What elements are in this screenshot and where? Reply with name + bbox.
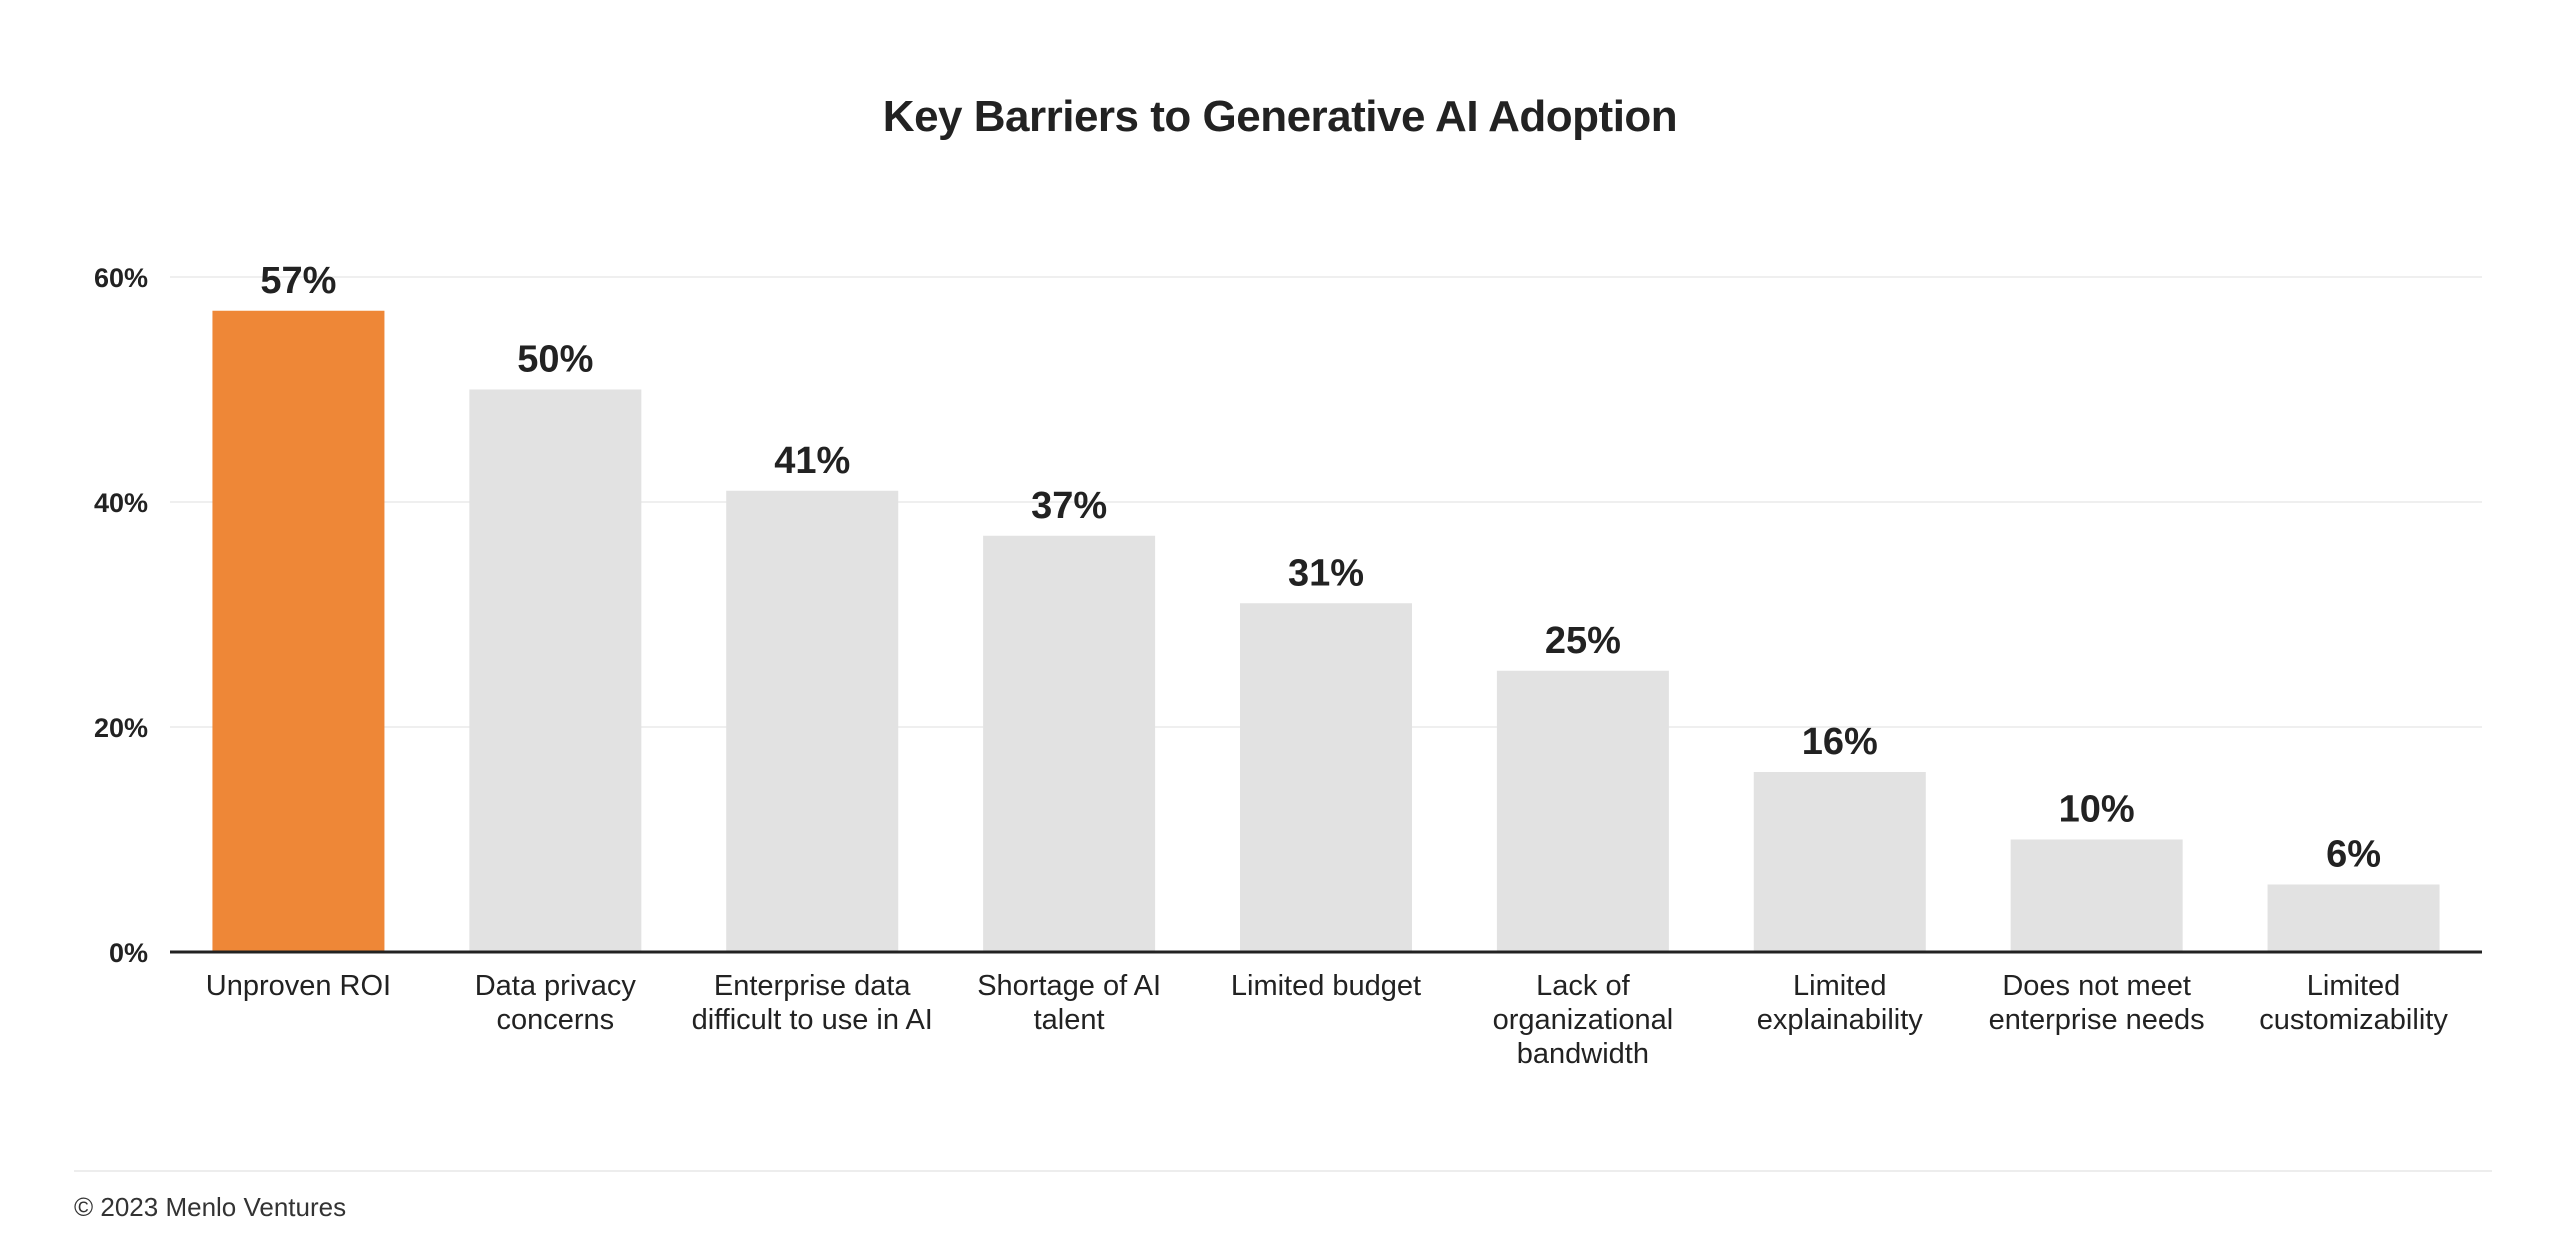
- x-tick-label: Does not meet enterprise needs: [1989, 970, 2205, 1036]
- y-axis-ticks: 0% 20% 40% 60%: [94, 263, 148, 968]
- x-axis-labels: Unproven ROI Data privacy concerns Enterpri…: [206, 970, 2449, 1070]
- bar: [1753, 772, 1926, 952]
- bar: [983, 535, 1156, 952]
- data-labels: 57% 50% 41% 37% 31% 25% 16% 10% 6%: [260, 260, 2381, 876]
- x-tick-label-line: Limited: [1793, 970, 1887, 1002]
- data-label: 41%: [774, 440, 850, 482]
- x-tick-label-line: Data privacy: [475, 970, 637, 1002]
- bar: [1496, 670, 1669, 952]
- x-tick-label-line: Enterprise data: [714, 970, 912, 1002]
- data-label: 37%: [1031, 485, 1107, 527]
- x-tick-label-line: concerns: [496, 1004, 614, 1036]
- data-label: 6%: [2326, 834, 2381, 876]
- bar: [2267, 884, 2440, 952]
- x-tick-label-line: enterprise needs: [1989, 1004, 2205, 1036]
- x-tick-label-line: difficult to use in AI: [692, 1004, 933, 1036]
- y-tick-label: 20%: [94, 713, 148, 743]
- data-label: 25%: [1545, 620, 1621, 662]
- x-tick-label-line: explainability: [1757, 1004, 1924, 1036]
- x-tick-label-line: Limited: [2307, 970, 2401, 1002]
- x-tick-label-line: organizational: [1493, 1004, 1674, 1036]
- x-tick-label-line: customizability: [2259, 1004, 2448, 1036]
- bar: [2010, 839, 2183, 952]
- x-tick-label-line: Unproven ROI: [206, 970, 391, 1002]
- data-label: 57%: [260, 260, 336, 302]
- data-label: 10%: [2059, 789, 2135, 831]
- x-tick-label: Enterprise data difficult to use in AI: [692, 970, 933, 1036]
- x-tick-label-line: Shortage of AI: [977, 970, 1161, 1002]
- x-tick-label-line: Does not meet: [2002, 970, 2191, 1002]
- y-tick-label: 40%: [94, 488, 148, 518]
- x-tick-label-line: bandwidth: [1517, 1038, 1649, 1070]
- y-tick-label: 60%: [94, 263, 148, 293]
- data-label: 16%: [1802, 721, 1878, 763]
- y-tick-label: 0%: [109, 938, 148, 968]
- chart-title: Key Barriers to Generative AI Adoption: [882, 92, 1678, 141]
- x-tick-label-line: talent: [1034, 1004, 1105, 1036]
- footer-divider: [74, 1170, 2492, 1172]
- bars: [212, 310, 2440, 952]
- bar: [469, 389, 642, 952]
- x-tick-label: Limited explainability: [1757, 970, 1924, 1036]
- data-label: 31%: [1288, 552, 1364, 594]
- x-tick-label: Unproven ROI: [206, 970, 391, 1002]
- x-tick-label: Data privacy concerns: [475, 970, 637, 1036]
- x-tick-label: Lack of organizational bandwidth: [1493, 970, 1674, 1070]
- bar: [726, 490, 899, 952]
- x-tick-label: Shortage of AI talent: [977, 970, 1161, 1036]
- bar: [212, 310, 385, 952]
- data-label: 50%: [517, 339, 593, 381]
- x-tick-label-line: Lack of: [1536, 970, 1630, 1002]
- x-tick-label: Limited customizability: [2259, 970, 2448, 1036]
- x-tick-label: Limited budget: [1231, 970, 1421, 1002]
- footer-copyright: © 2023 Menlo Ventures: [74, 1192, 347, 1222]
- x-tick-label-line: Limited budget: [1231, 970, 1421, 1002]
- bar: [1240, 603, 1412, 952]
